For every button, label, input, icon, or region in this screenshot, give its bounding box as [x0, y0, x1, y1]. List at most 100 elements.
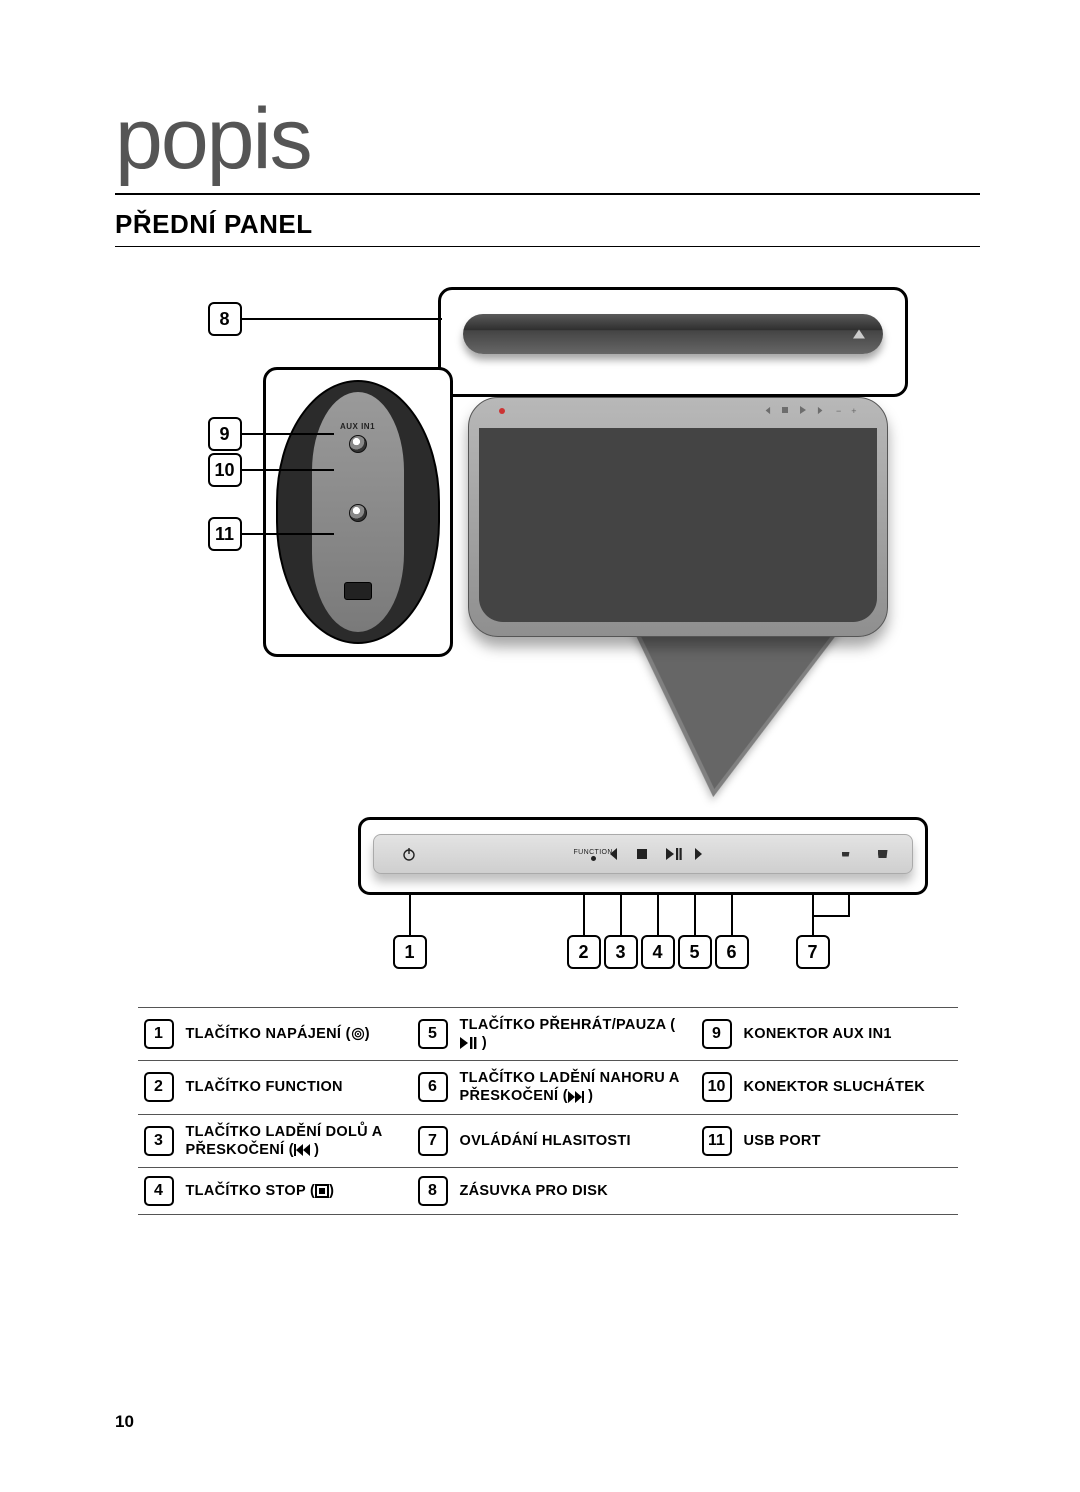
leader-8: [242, 318, 442, 320]
status-led-icon: [499, 408, 505, 414]
power-icon: [351, 1027, 365, 1041]
skip-back-icon: [294, 1144, 310, 1156]
legend-num: 2: [144, 1072, 174, 1102]
legend-label-suffix: ): [310, 1142, 319, 1158]
callout-10: 10: [208, 453, 242, 487]
callout-5-num: 5: [689, 943, 699, 961]
callout-4: 4: [641, 935, 675, 969]
callout-11-num: 11: [215, 525, 234, 543]
legend-num-text: 8: [428, 1182, 437, 1200]
legend-label: USB PORT: [744, 1132, 952, 1150]
leader-1: [409, 893, 411, 935]
speaker-grille: [479, 428, 877, 622]
callout-9-num: 9: [219, 425, 229, 443]
legend-num: 8: [418, 1176, 448, 1206]
function-dot-icon: [591, 856, 596, 861]
callout-8-num: 8: [219, 310, 229, 328]
legend-row: 1 TLAČÍTKO NAPÁJENÍ () 5 TLAČÍTKO PŘEHRÁ…: [138, 1007, 958, 1061]
disc-tray-detail: [438, 287, 908, 397]
mini-vol-plus-icon: +: [851, 406, 856, 416]
callout-11: 11: [208, 517, 242, 551]
page-number: 10: [115, 1412, 134, 1432]
legend-label: TLAČÍTKO LADĚNÍ NAHORU A PŘESKOČENÍ ( ): [460, 1069, 692, 1105]
legend-num-text: 2: [154, 1078, 163, 1096]
callout-6-num: 6: [726, 943, 736, 961]
mini-skip-fwd-icon: [817, 406, 826, 416]
legend-label: KONEKTOR SLUCHÁTEK: [744, 1078, 952, 1096]
stop-icon: [636, 847, 648, 861]
legend-num: 9: [702, 1019, 732, 1049]
legend-label-text: TLAČÍTKO LADĚNÍ DOLŮ A PŘESKOČENÍ (: [186, 1124, 382, 1158]
callout-8: 8: [208, 302, 242, 336]
mini-stop-icon: [781, 406, 789, 416]
usb-slot-icon: [344, 582, 372, 600]
volume-control: [842, 850, 888, 858]
section-heading: PŘEDNÍ PANEL: [115, 209, 980, 247]
legend-row: 2 TLAČÍTKO FUNCTION 6 TLAČÍTKO LADĚNÍ NA…: [138, 1061, 958, 1114]
control-bar-detail: FUNCTION: [358, 817, 928, 895]
legend-num: 4: [144, 1176, 174, 1206]
callout-5: 5: [678, 935, 712, 969]
stop-button: [636, 847, 648, 861]
legend-label: OVLÁDÁNÍ HLASITOSTI: [460, 1132, 692, 1150]
legend-label: TLAČÍTKO PŘEHRÁT/PAUZA ( ): [460, 1016, 692, 1052]
callout-6: 6: [715, 935, 749, 969]
legend-num-text: 5: [428, 1025, 437, 1043]
callout-3: 3: [604, 935, 638, 969]
legend-row: 4 TLAČÍTKO STOP () 8 ZÁSUVKA PRO DISK: [138, 1168, 958, 1215]
speaker-top-controls: − +: [762, 406, 857, 416]
headphone-jack-icon: [349, 504, 367, 522]
leader-6: [731, 893, 733, 935]
play-pause-icon: [666, 847, 682, 861]
legend-label: TLAČÍTKO NAPÁJENÍ (): [186, 1025, 408, 1043]
leader-9: [242, 433, 334, 435]
headphone-port: [312, 502, 404, 522]
legend-row: 3 TLAČÍTKO LADĚNÍ DOLŮ A PŘESKOČENÍ ( ) …: [138, 1115, 958, 1168]
legend-label: KONEKTOR AUX IN1: [744, 1025, 952, 1043]
aux-in-port: AUX IN1: [312, 422, 404, 453]
leader-7h: [812, 915, 850, 917]
skip-forward-icon: [568, 1091, 584, 1103]
legend-num: 7: [418, 1126, 448, 1156]
legend-label-text: TLAČÍTKO STOP (: [186, 1183, 316, 1199]
play-pause-icon: [460, 1037, 478, 1049]
callout-9: 9: [208, 417, 242, 451]
legend-label-text: TLAČÍTKO NAPÁJENÍ (: [186, 1026, 351, 1042]
callout-7-num: 7: [807, 943, 817, 961]
skip-forward-icon: [694, 847, 708, 861]
callout-2: 2: [567, 935, 601, 969]
legend-label-suffix: ): [365, 1026, 370, 1042]
side-ports-face: AUX IN1: [312, 392, 404, 632]
leader-5: [694, 893, 696, 935]
aux-label: AUX IN1: [312, 422, 404, 431]
legend-num: 6: [418, 1072, 448, 1102]
mini-play-icon: [799, 406, 807, 416]
legend-num-text: 6: [428, 1078, 437, 1096]
volume-up-icon: [878, 850, 888, 858]
aux-jack-icon: [349, 435, 367, 453]
callout-2-num: 2: [578, 943, 588, 961]
power-icon: [402, 847, 416, 861]
legend-num: 3: [144, 1126, 174, 1156]
skip-back-icon: [604, 847, 618, 861]
leader-7b: [848, 893, 850, 917]
control-bar-face: FUNCTION: [373, 834, 913, 874]
side-ports-detail: AUX IN1: [263, 367, 453, 657]
callout-10-num: 10: [214, 461, 234, 479]
skip-back-button: [604, 847, 618, 861]
leader-11: [242, 533, 334, 535]
legend-label: TLAČÍTKO LADĚNÍ DOLŮ A PŘESKOČENÍ ( ): [186, 1123, 408, 1159]
legend-label: ZÁSUVKA PRO DISK: [460, 1182, 692, 1200]
mini-skip-back-icon: [762, 406, 771, 416]
legend-label-suffix: ): [329, 1183, 334, 1199]
callout-3-num: 3: [615, 943, 625, 961]
legend-num: 11: [702, 1126, 732, 1156]
callout-1: 1: [393, 935, 427, 969]
legend-num-text: 7: [428, 1132, 437, 1150]
mini-vol-minus-icon: −: [836, 406, 841, 416]
legend-num-text: 3: [154, 1132, 163, 1150]
page-title: popis: [115, 90, 980, 195]
leader-2: [583, 893, 585, 935]
callout-7: 7: [796, 935, 830, 969]
leader-10: [242, 469, 334, 471]
